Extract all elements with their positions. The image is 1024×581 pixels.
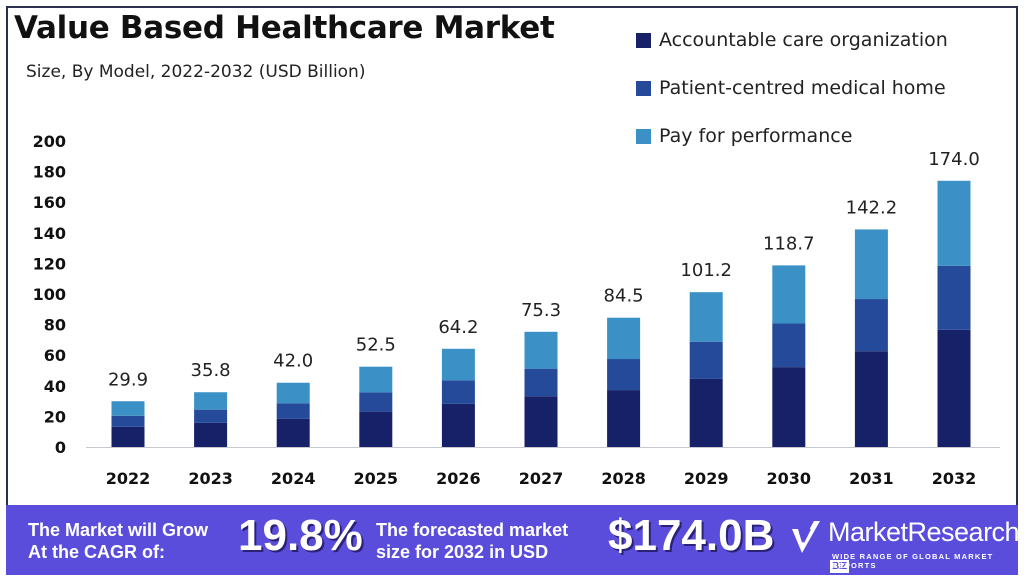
chart-frame — [6, 6, 1018, 572]
bar-segment-patient-centred — [276, 403, 310, 419]
bar-segment-pay-for-performance — [441, 348, 475, 381]
chart-plot: 0 20 40 60 80 100 120 140 160 180 200 29.9 2022 35.8 2… — [33, 132, 1000, 488]
bar-segment-pay-for-performance — [194, 392, 228, 410]
bar-total-label: 42.0 — [273, 351, 313, 372]
chart-subtitle: Size, By Model, 2022-2032 (USD Billion) — [26, 62, 366, 82]
cagr-label-line2: At the CAGR of: — [28, 542, 165, 562]
y-tick-label: 180 — [33, 163, 66, 182]
bar-segment-patient-centred — [689, 341, 723, 379]
y-tick-label: 100 — [33, 285, 66, 304]
bar-total-label: 35.8 — [191, 360, 231, 381]
bar-segment-pay-for-performance — [689, 292, 723, 342]
y-tick-label: 20 — [44, 407, 66, 426]
bar-segment-patient-centred — [524, 368, 558, 397]
bar-total-label: 52.5 — [356, 335, 396, 356]
bar-segment-patient-centred — [854, 299, 888, 352]
x-tick-label: 2024 — [271, 469, 316, 488]
legend: Accountable care organization Patient-ce… — [636, 16, 948, 160]
bar-total-label: 75.3 — [521, 300, 561, 321]
bar-segment-patient-centred — [441, 380, 475, 404]
y-tick-label: 40 — [44, 377, 66, 396]
bar-segment-patient-centred — [359, 392, 393, 412]
legend-swatch — [636, 32, 651, 48]
checkmark-logo-icon — [792, 521, 820, 553]
x-tick-label: 2032 — [932, 469, 977, 488]
summary-banner: The Market will Grow At the CAGR of: 19.… — [6, 505, 1020, 575]
bar-total-label: 174.0 — [928, 149, 980, 170]
bar-segment-patient-centred — [194, 409, 228, 423]
bar-segment-patient-centred — [607, 359, 641, 391]
bar-total-label: 64.2 — [438, 317, 478, 338]
bar-segment-pay-for-performance — [524, 331, 558, 369]
y-tick-label: 0 — [55, 438, 66, 457]
x-tick-label: 2030 — [767, 469, 812, 488]
y-tick-label: 140 — [33, 224, 66, 243]
y-tick-label: 160 — [33, 193, 66, 212]
bar-segment-accountable-care — [772, 367, 806, 447]
bar-segment-accountable-care — [937, 329, 971, 447]
bar-segment-accountable-care — [276, 418, 310, 447]
forecast-label: The forecasted market size for 2032 in U… — [376, 519, 568, 563]
x-tick-label: 2023 — [188, 469, 233, 488]
legend-swatch — [636, 80, 651, 96]
bar-segment-pay-for-performance — [359, 366, 393, 393]
chart-title: Value Based Healthcare Market — [14, 10, 555, 46]
cagr-label-line1: The Market will Grow — [28, 520, 209, 540]
y-tick-label: 200 — [33, 132, 66, 151]
legend-item: Accountable care organization — [636, 16, 948, 64]
bar-segment-accountable-care — [607, 390, 641, 447]
bar-segment-patient-centred — [772, 323, 806, 368]
y-tick-label: 120 — [33, 254, 66, 273]
bar-segment-pay-for-performance — [276, 382, 310, 404]
bar-segment-pay-for-performance — [607, 317, 641, 360]
logo-name-text: MarketResearch — [828, 517, 1020, 547]
forecast-value: $174.0B — [608, 511, 775, 560]
y-tick-label: 60 — [44, 346, 66, 365]
legend-item: Patient-centred medical home — [636, 64, 948, 112]
bar-total-label: 142.2 — [846, 197, 898, 218]
forecast-label-line1: The forecasted market — [376, 520, 569, 540]
logo-tagline: WIDE RANGE OF GLOBAL MARKET REPORTS — [832, 552, 994, 570]
legend-label: Accountable care organization — [659, 29, 948, 51]
bar-segment-patient-centred — [937, 265, 971, 330]
bar-segment-accountable-care — [359, 411, 393, 447]
x-tick-label: 2028 — [601, 469, 646, 488]
x-tick-label: 2025 — [354, 469, 399, 488]
bar-total-label: 84.5 — [604, 286, 644, 307]
y-tick-label: 80 — [44, 316, 66, 335]
x-tick-label: 2022 — [106, 469, 151, 488]
forecast-label-line2: size for 2032 in USD — [376, 542, 549, 562]
bar-segment-pay-for-performance — [854, 229, 888, 300]
bar-segment-accountable-care — [194, 422, 228, 447]
logo-name: MarketResearch BIZ — [828, 517, 1020, 579]
x-tick-label: 2026 — [436, 469, 481, 488]
bar-segment-accountable-care — [854, 351, 888, 447]
x-tick-label: 2029 — [684, 469, 729, 488]
logo-badge: BIZ — [830, 560, 849, 573]
bar-segment-patient-centred — [111, 415, 145, 427]
bar-segment-accountable-care — [524, 396, 558, 447]
legend-swatch — [636, 128, 651, 144]
x-tick-label: 2031 — [849, 469, 894, 488]
cagr-label: The Market will Grow At the CAGR of: — [28, 519, 208, 563]
legend-item: Pay for performance — [636, 112, 948, 160]
bar-total-label: 29.9 — [108, 369, 148, 390]
bar-segment-accountable-care — [441, 403, 475, 447]
cagr-value: 19.8% — [238, 511, 363, 560]
bar-total-label: 118.7 — [763, 233, 815, 254]
legend-label: Pay for performance — [659, 125, 853, 147]
x-tick-label: 2027 — [519, 469, 564, 488]
bar-segment-accountable-care — [111, 426, 145, 447]
legend-label: Patient-centred medical home — [659, 77, 946, 99]
bar-segment-pay-for-performance — [111, 401, 145, 416]
bar-segment-pay-for-performance — [772, 265, 806, 324]
bar-total-label: 101.2 — [680, 260, 732, 281]
bar-segment-pay-for-performance — [937, 180, 971, 266]
bar-segment-accountable-care — [689, 378, 723, 447]
